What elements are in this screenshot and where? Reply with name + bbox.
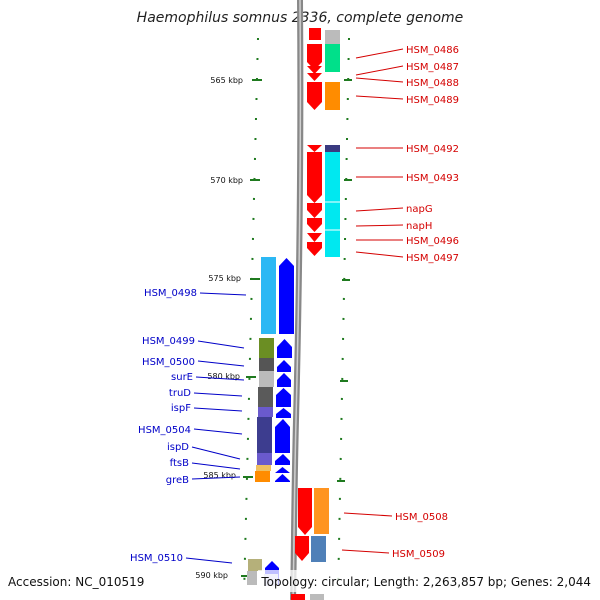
gene-arrow-reverse [276, 388, 291, 407]
gene-arrow-forward [307, 44, 322, 70]
gene-label-hsm-0497[interactable]: HSM_0497 [406, 253, 459, 264]
gene-category-strip [258, 387, 273, 407]
gene-category-strip [311, 536, 326, 562]
gene-label-ispf[interactable]: ispF [171, 403, 191, 414]
gene-label-greb[interactable]: greB [166, 475, 189, 486]
gene-arrow-forward [307, 66, 322, 74]
gene-category-strip [256, 465, 271, 471]
gene-label-naph[interactable]: napH [406, 221, 432, 232]
gene-label-ispd[interactable]: ispD [167, 442, 189, 453]
gene-label-hsm-0509[interactable]: HSM_0509 [392, 549, 445, 560]
gene-category-strip [259, 338, 274, 358]
gene-arrow-reverse [275, 474, 290, 482]
gene-category-strip [325, 30, 340, 44]
scale-labels: 565 kbp 570 kbp 575 kbp 580 kbp 585 kbp … [195, 76, 243, 580]
gene-category-strip [325, 145, 340, 152]
gene-label-hsm-0496[interactable]: HSM_0496 [406, 236, 459, 247]
gene-label-hsm-0499[interactable]: HSM_0499 [142, 336, 195, 347]
gene-arrow-forward [307, 242, 322, 256]
gene-arrow-forward [307, 203, 322, 218]
reverse-label-leaders [185, 292, 247, 564]
gene-label-hsm-0492[interactable]: HSM_0492 [406, 144, 459, 155]
gene-arrow-forward [307, 152, 322, 203]
reverse-gene-labels: HSM_0498 HSM_0499 HSM_0500 surE truD isp… [130, 288, 197, 564]
gene-category-strip [325, 152, 340, 257]
gene-label-hsm-0489[interactable]: HSM_0489 [406, 95, 459, 106]
gene-arrow-reverse [277, 339, 292, 358]
gene-arrow-reverse [277, 360, 291, 372]
gene-category-strip [261, 257, 276, 334]
gene-category-strip [259, 358, 274, 371]
gene-label-hsm-0500[interactable]: HSM_0500 [142, 357, 195, 368]
gene-arrow-forward [298, 488, 312, 535]
footer-background [258, 570, 594, 592]
gene-arrow-reverse [275, 419, 290, 453]
forward-strand-genes-top [307, 28, 340, 257]
gene-arrow-reverse [279, 258, 294, 334]
gene-category-strip [257, 453, 272, 465]
gene-label-hsm-0504[interactable]: HSM_0504 [138, 425, 191, 436]
gene-category-strip [314, 488, 329, 534]
gene-arrow-forward [309, 28, 321, 40]
scale-label: 580 kbp [207, 372, 240, 381]
gene-arrow-reverse [276, 408, 291, 418]
accession-text: Accession: NC_010519 [8, 575, 144, 589]
scale-label: 570 kbp [210, 176, 243, 185]
gene-arrow-forward [307, 233, 322, 242]
gene-label-hsm-0487[interactable]: HSM_0487 [406, 62, 459, 73]
gene-arrow-reverse [275, 454, 290, 465]
scale-label: 590 kbp [195, 571, 228, 580]
genome-backbone [290, 0, 304, 600]
reverse-strand-genes [255, 257, 294, 482]
gene-category-strip [257, 417, 272, 453]
gene-category-strip [325, 44, 340, 72]
gene-arrow-forward [307, 218, 322, 232]
forward-gene-labels: HSM_0486 HSM_0487 HSM_0488 HSM_0489 HSM_… [392, 45, 459, 560]
scale-ticks [241, 79, 352, 577]
gene-arrow-forward [307, 73, 322, 81]
gene-label-hsm-0486[interactable]: HSM_0486 [406, 45, 459, 56]
gene-arrow-forward [307, 145, 322, 152]
gene-arrow-reverse [277, 373, 291, 387]
gene-arrow-forward [307, 82, 322, 110]
gene-label-hsm-0508[interactable]: HSM_0508 [395, 512, 448, 523]
gene-category-strip [325, 82, 340, 110]
forward-label-leaders [341, 48, 404, 554]
gene-arrow-forward [291, 594, 305, 600]
forward-strand-genes-bottom [291, 488, 329, 600]
gene-category-strip [247, 571, 257, 585]
gene-arrow-reverse [275, 467, 290, 473]
gene-label-hsm-0488[interactable]: HSM_0488 [406, 78, 459, 89]
gene-label-hsm-0498[interactable]: HSM_0498 [144, 288, 197, 299]
gene-label-napg[interactable]: napG [406, 204, 433, 215]
gene-category-strip [258, 407, 273, 417]
scale-label: 575 kbp [208, 274, 241, 283]
gene-category-strip [248, 559, 262, 571]
gene-label-sure[interactable]: surE [171, 372, 193, 383]
gene-label-hsm-0493[interactable]: HSM_0493 [406, 173, 459, 184]
gene-label-ftsb[interactable]: ftsB [170, 458, 189, 469]
gene-category-strip [259, 371, 274, 387]
gene-category-strip [310, 594, 324, 600]
scale-label: 565 kbp [210, 76, 243, 85]
gene-arrow-forward [295, 536, 309, 561]
genome-summary-text: Topology: circular; Length: 2,263,857 bp… [260, 575, 591, 589]
gene-category-strip [255, 471, 270, 482]
scale-label: 585 kbp [203, 471, 236, 480]
gene-label-hsm-0510[interactable]: HSM_0510 [130, 553, 183, 564]
gene-label-trud[interactable]: truD [169, 388, 191, 399]
